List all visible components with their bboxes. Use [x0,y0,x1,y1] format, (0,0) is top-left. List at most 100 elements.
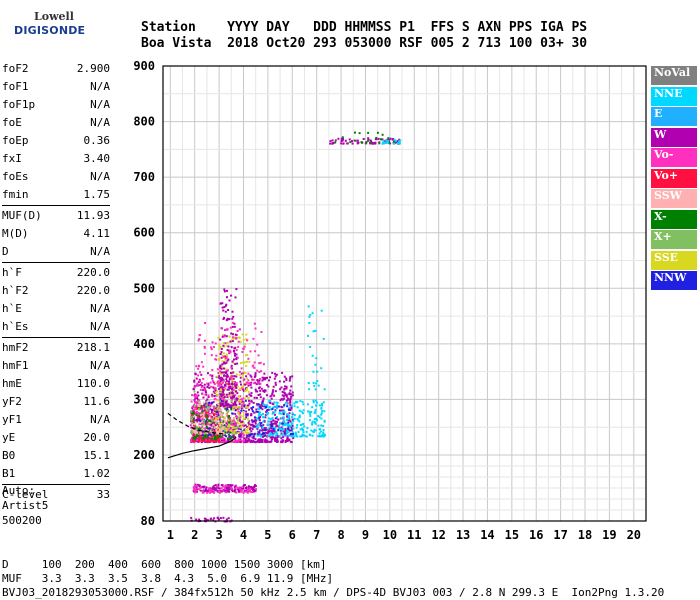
echo-point [253,366,256,369]
scaled-parameters-panel: foF2 2.900 foF1 N/A foF1p N/A foE N/A foEp 0.36 fx… [2,60,110,504]
echo-point [199,440,202,442]
echo-point [211,437,213,440]
echo-point [256,434,259,437]
echo-point [203,411,206,414]
echo-point [208,431,211,434]
echo-point [291,412,294,415]
echo-point [228,487,231,490]
echo-point [233,416,235,419]
echo-point [240,407,243,410]
echo-point [248,428,251,431]
echo-point [203,435,206,438]
echo-point [226,317,229,320]
echo-point [242,403,245,406]
echo-point [224,329,227,331]
echo-point [258,434,261,437]
echo-point [209,413,212,416]
echo-point [212,409,215,412]
echo-point [253,433,256,436]
param-label: foF1 [2,80,29,93]
echo-point [251,486,254,489]
echo-point [263,440,266,443]
echo-point [242,434,245,436]
echo-point [329,142,332,145]
echo-point [194,423,197,426]
echo-point [191,432,194,435]
echo-point [226,437,229,440]
param-label: yE [2,431,16,444]
echo-point [226,414,229,417]
echo-point [280,432,283,435]
param-value: 1.02 [83,467,111,480]
echo-point [232,440,235,443]
echo-point [218,406,221,409]
echo-point [197,374,199,377]
echo-point [227,388,230,391]
echo-point [227,486,230,489]
echo-point [206,382,209,385]
echo-point [223,387,226,390]
echo-point [218,375,220,378]
echo-point [270,420,273,423]
echo-point [272,412,275,415]
echo-point [308,322,311,324]
echo-point [213,438,216,441]
echo-point [261,426,264,429]
echo-point [272,428,275,431]
echo-point [282,413,285,416]
echo-point [238,395,241,398]
echo-point [243,422,245,425]
echo-point [287,431,290,434]
echo-point [221,429,224,432]
echo-point [245,439,248,442]
echo-point [306,427,309,430]
echo-point [249,489,251,492]
echo-point [334,141,337,144]
echo-point [228,394,230,397]
echo-point [307,410,309,413]
echo-point [224,358,227,361]
echo-point [242,401,245,404]
echo-point [190,416,193,419]
echo-point [270,440,272,443]
echo-point [257,354,260,357]
param-label: yF2 [2,395,22,408]
echo-point [204,322,207,324]
echo-point [226,410,229,413]
echo-point [241,385,244,388]
echo-point [365,141,368,144]
echo-point [225,378,228,381]
echo-point [270,424,273,427]
echo-point [367,138,370,141]
echo-point [387,139,389,142]
echo-point [271,406,274,409]
echo-point [288,424,291,427]
echo-point [391,138,394,141]
echo-point [213,433,216,436]
x-tick-label: 12 [431,528,445,542]
echo-point [254,388,257,391]
echo-point [206,519,209,522]
echo-point [208,440,211,443]
echo-point [241,333,244,336]
echo-point [262,420,265,423]
echo-point [201,491,204,494]
echo-point [232,433,235,436]
echo-point [289,397,292,400]
echo-point [219,393,222,396]
legend-item: E [651,107,697,126]
echo-point [199,435,202,438]
echo-point [231,310,234,313]
echo-point [351,142,354,145]
echo-point [233,325,236,328]
echo-point [223,357,226,360]
param-label: MUF(D) [2,209,42,222]
echo-point [231,388,233,390]
echo-point [223,316,225,319]
echo-point [217,436,219,439]
echo-point [323,435,326,438]
echo-point [240,372,243,375]
echo-point [196,490,198,493]
echo-point [250,375,253,378]
param-row: yF2 11.6 [2,393,110,411]
